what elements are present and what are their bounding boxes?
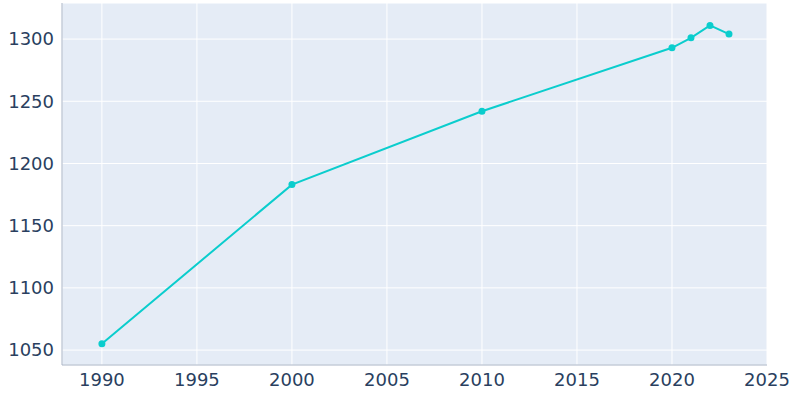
svg-text:1150: 1150 [8,215,54,236]
svg-text:2010: 2010 [459,369,505,390]
svg-text:2005: 2005 [364,369,410,390]
svg-text:2015: 2015 [554,369,600,390]
svg-text:1990: 1990 [79,369,125,390]
svg-text:2000: 2000 [269,369,315,390]
svg-text:1050: 1050 [8,339,54,360]
svg-text:2020: 2020 [649,369,695,390]
svg-text:1250: 1250 [8,91,54,112]
svg-text:2025: 2025 [744,369,790,390]
svg-text:1300: 1300 [8,28,54,49]
svg-text:1100: 1100 [8,277,54,298]
svg-text:1995: 1995 [174,369,220,390]
svg-text:1200: 1200 [8,153,54,174]
